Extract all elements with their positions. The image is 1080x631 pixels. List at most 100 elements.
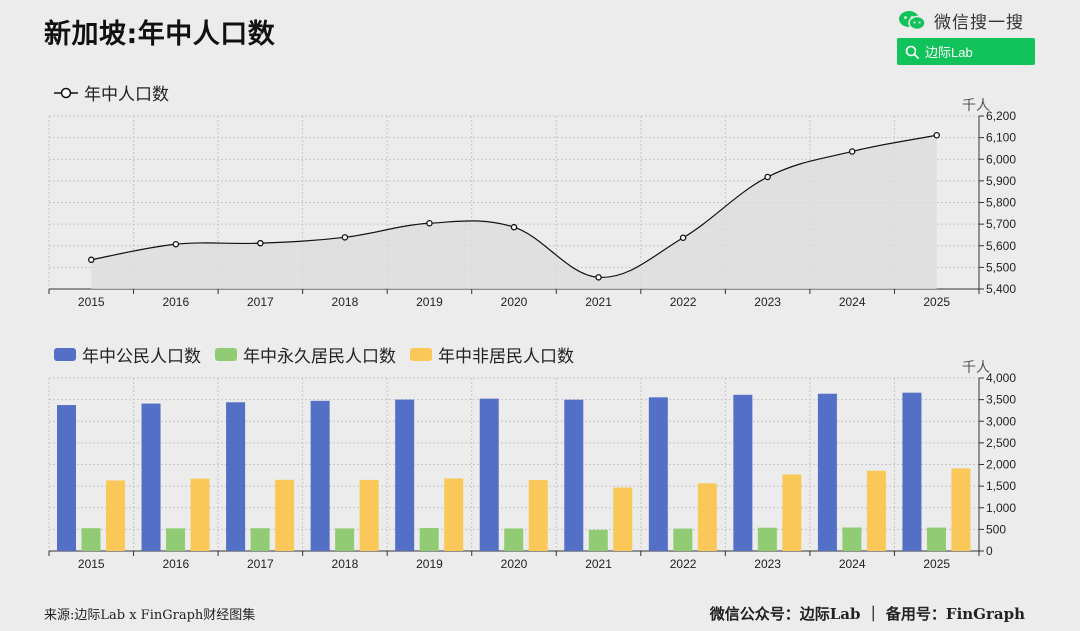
bar-xtick-label: 2016 (162, 557, 189, 571)
line-ytick-label: 5,700 (986, 217, 1016, 231)
legend-item-nonresident[interactable]: 年中非居民人口数 (410, 342, 574, 367)
bar-xtick-label: 2015 (78, 557, 105, 571)
bar-citizen-2016 (141, 403, 161, 551)
line-xtick-label: 2015 (78, 295, 105, 309)
bar-xtick-label: 2020 (501, 557, 528, 571)
line-point-2024 (848, 148, 856, 155)
line-xtick-label: 2021 (585, 295, 612, 309)
legend-swatch-citizen (54, 348, 76, 361)
line-point-2020 (510, 223, 518, 231)
line-xtick-label: 2017 (247, 295, 274, 309)
line-xtick-label: 2016 (162, 295, 189, 309)
bar-permanent-2017 (250, 528, 270, 551)
legend-label-nonresident: 年中非居民人口数 (438, 347, 574, 367)
bar-citizen-2022 (648, 397, 668, 551)
bar-citizen-2015 (57, 405, 76, 551)
bar-ytick-label: 3,000 (986, 414, 1016, 428)
bar-xtick-label: 2019 (416, 557, 443, 571)
line-ytick-label: 5,500 (986, 260, 1016, 274)
line-point-2021 (595, 274, 602, 281)
bar-xtick-label: 2022 (670, 557, 697, 571)
bar-nonresident-2016 (190, 478, 210, 551)
bar-ytick-label: 2,000 (986, 458, 1016, 472)
line-point-2022 (679, 234, 687, 241)
bar-citizen-2020 (479, 398, 499, 551)
bar-citizen-2019 (395, 399, 415, 551)
bar-xtick-label: 2024 (839, 557, 866, 571)
line-chart-unit: 千人 (962, 98, 990, 114)
bar-permanent-2016 (166, 528, 186, 551)
account-note: 微信公众号：边际Lab ｜ 备用号：FinGraph (709, 605, 1025, 623)
line-point-2018 (341, 234, 349, 241)
line-ytick-label: 5,800 (986, 196, 1016, 210)
bar-permanent-2018 (335, 528, 355, 551)
bar-citizen-2017 (226, 402, 246, 551)
line-xtick-label: 2023 (754, 295, 781, 309)
line-ytick-label: 5,900 (986, 174, 1016, 188)
line-xtick-label: 2022 (670, 295, 697, 309)
bar-xtick-label: 2021 (585, 557, 612, 571)
line-point-2025 (933, 131, 940, 139)
legend-label-citizen: 年中公民人口数 (82, 347, 201, 367)
bar-ytick-label: 1,000 (986, 501, 1016, 515)
bar-chart-legend: 年中公民人口数 年中永久居民人口数 年中非居民人口数 (54, 342, 588, 367)
bar-xtick-label: 2023 (754, 557, 781, 571)
bar-nonresident-2025 (951, 468, 971, 551)
legend-item-permanent[interactable]: 年中永久居民人口数 (215, 342, 396, 367)
bar-ytick-label: 1,500 (986, 479, 1016, 493)
bar-ytick-label: 3,500 (986, 393, 1016, 407)
line-xtick-label: 2020 (501, 295, 528, 309)
bar-chart-unit: 千人 (962, 360, 990, 376)
bar-xtick-label: 2025 (923, 557, 950, 571)
bar-permanent-2021 (588, 529, 608, 551)
line-point-2015 (88, 256, 95, 264)
bar-nonresident-2022 (697, 483, 717, 551)
search-icon (905, 45, 919, 59)
line-legend-label: 年中人口数 (84, 85, 169, 105)
bar-nonresident-2020 (528, 480, 548, 551)
bar-xtick-label: 2017 (247, 557, 274, 571)
bar-nonresident-2018 (359, 479, 379, 551)
line-point-2016 (172, 240, 180, 248)
bar-xtick-label: 2018 (332, 557, 359, 571)
bar-nonresident-2024 (866, 470, 886, 551)
line-xtick-label: 2018 (332, 295, 359, 309)
line-xtick-label: 2019 (416, 295, 443, 309)
bar-nonresident-2023 (782, 474, 802, 551)
line-ytick-label: 6,000 (986, 152, 1016, 166)
line-point-2023 (764, 173, 771, 181)
bar-permanent-2020 (504, 528, 524, 551)
line-legend-marker-icon (54, 87, 78, 98)
source-note: 来源:边际Lab x FinGraph财经图集 (44, 608, 256, 623)
bar-citizen-2018 (310, 400, 330, 551)
legend-item-citizen[interactable]: 年中公民人口数 (54, 342, 201, 367)
wechat-logo-icon (899, 10, 926, 30)
bar-permanent-2023 (757, 527, 777, 551)
bar-citizen-2024 (817, 393, 837, 551)
bar-nonresident-2017 (275, 479, 295, 551)
bar-permanent-2024 (842, 527, 862, 551)
line-area-fill (91, 135, 937, 289)
line-xtick-label: 2024 (839, 295, 866, 309)
bar-ytick-label: 4,000 (986, 371, 1016, 385)
legend-label-permanent: 年中永久居民人口数 (243, 347, 396, 367)
line-xtick-label: 2025 (923, 295, 950, 309)
line-chart-legend[interactable]: 年中人口数 (54, 80, 169, 105)
line-ytick-label: 5,400 (986, 282, 1016, 296)
bar-ytick-label: 2,500 (986, 436, 1016, 450)
search-button[interactable]: 边际Lab (897, 38, 1035, 65)
line-ytick-label: 6,200 (986, 109, 1016, 123)
bar-ytick-label: 500 (986, 522, 1006, 536)
line-point-2019 (426, 220, 433, 227)
line-point-2017 (257, 239, 264, 247)
wechat-search-brand: 微信搜一搜 (898, 8, 1024, 33)
legend-swatch-nonresident (410, 348, 432, 361)
line-ytick-label: 5,600 (986, 239, 1016, 253)
bar-nonresident-2015 (106, 480, 125, 551)
bar-citizen-2025 (902, 392, 922, 551)
wechat-search-label: 微信搜一搜 (934, 13, 1024, 33)
legend-swatch-permanent (215, 348, 237, 361)
bar-citizen-2023 (733, 394, 753, 551)
bar-permanent-2025 (926, 527, 946, 551)
